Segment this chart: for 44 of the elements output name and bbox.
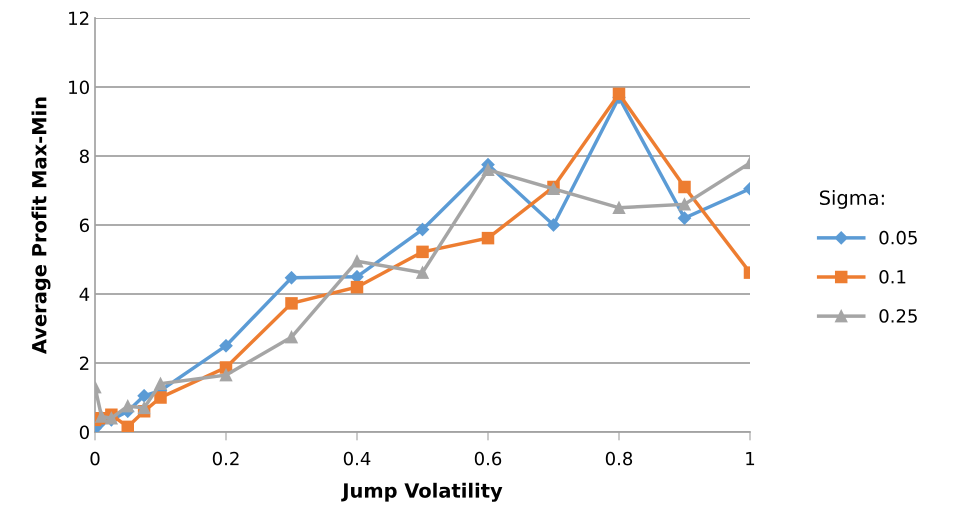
point <box>219 339 233 352</box>
x-tick-label: 0.2 <box>212 452 239 466</box>
x-tick-label: 1 <box>746 452 754 466</box>
point <box>546 218 560 232</box>
point <box>416 246 429 258</box>
y-tick-label: 6 <box>80 218 89 232</box>
point <box>122 420 134 432</box>
point <box>612 202 626 214</box>
x-axis-title: Jump Volatility <box>341 482 502 502</box>
point <box>350 254 364 268</box>
y-tick-label: 0 <box>80 425 89 440</box>
y-tick-label: 2 <box>80 356 88 370</box>
point <box>678 212 692 225</box>
x-tick-label: 0.8 <box>606 452 632 466</box>
legend-label: 0.25 <box>879 309 917 323</box>
x-tick-label: 0.4 <box>344 452 370 466</box>
legend-label: 0.1 <box>879 270 906 284</box>
point <box>138 389 151 402</box>
legend-label: 0.05 <box>879 230 917 244</box>
y-axis-title: Average Profit Max-Min <box>32 97 50 354</box>
point <box>105 412 118 424</box>
point <box>482 232 494 244</box>
y-tick-label: 4 <box>80 288 90 301</box>
point <box>154 391 167 404</box>
point <box>678 180 691 194</box>
point <box>416 266 429 279</box>
x-tick-label: 0 <box>90 452 100 466</box>
point <box>154 377 167 390</box>
point <box>416 222 430 236</box>
point <box>285 330 298 344</box>
point <box>350 280 364 294</box>
point <box>220 368 232 382</box>
legend-title: Sigma: <box>820 190 884 209</box>
y-tick-label: 10 <box>69 80 89 94</box>
y-tick-label: 8 <box>80 149 89 164</box>
point <box>122 400 134 412</box>
point <box>285 297 298 310</box>
point <box>612 88 626 100</box>
point <box>284 271 298 284</box>
x-tick-label: 0.6 <box>474 452 502 466</box>
point <box>678 198 691 211</box>
point <box>138 402 150 414</box>
point <box>482 164 494 176</box>
y-tick-label: 12 <box>69 11 88 25</box>
